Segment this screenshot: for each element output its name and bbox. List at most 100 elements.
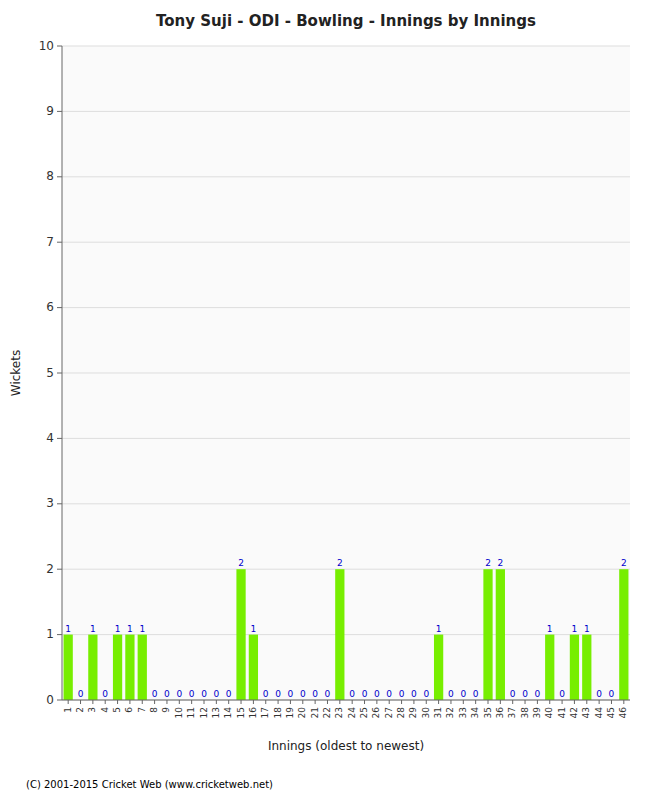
x-tick-label: 34 [470,707,480,719]
data-label: 0 [78,689,84,699]
data-label: 1 [115,624,121,634]
x-tick-label: 2 [75,707,85,713]
x-tick [228,700,229,704]
x-axis-line [62,700,630,701]
x-tick [562,700,563,704]
data-label: 2 [337,558,343,568]
data-label: 0 [288,689,294,699]
data-labels: 1010111000000021000000200000001000220001… [65,558,626,699]
y-tick-label: 8 [46,169,54,183]
data-label: 0 [325,689,331,699]
x-tick-label: 8 [149,707,159,713]
x-tick [401,700,402,704]
x-tick-label: 14 [223,707,233,719]
x-tick-label: 11 [186,707,196,718]
x-tick [611,700,612,704]
x-tick [438,700,439,704]
y-tick [57,176,62,177]
data-label: 0 [312,689,318,699]
x-tick-label: 33 [458,707,468,718]
y-tick [57,503,62,504]
x-tick-label: 44 [594,707,604,719]
y-tick-label: 6 [46,300,54,314]
data-label: 1 [90,624,96,634]
data-label: 0 [460,689,466,699]
x-tick [92,700,93,704]
y-tick [57,438,62,439]
data-label: 1 [572,624,578,634]
data-label: 0 [152,689,158,699]
plot-background [62,46,630,700]
data-label: 0 [275,689,281,699]
grid-line [62,503,630,504]
x-tick-label: 35 [483,707,493,718]
bar [113,635,122,700]
x-tick-label: 18 [273,707,283,719]
bar [434,635,443,700]
y-axis: 012345678910 [39,39,630,707]
bar [570,635,579,700]
x-tick [68,700,69,704]
title: Tony Suji - ODI - Bowling - Innings by I… [156,12,536,30]
data-label: 1 [127,624,133,634]
grid-line [62,569,630,570]
x-tick [450,700,451,704]
data-label: 0 [423,689,429,699]
data-label: 0 [535,689,541,699]
data-label: 0 [559,689,565,699]
data-label: 0 [374,689,380,699]
x-tick-label: 17 [260,707,270,718]
data-label: 0 [596,689,602,699]
x-tick [512,700,513,704]
y-axis-line [62,46,63,700]
x-tick-label: 5 [112,707,122,713]
x-tick-label: 46 [618,707,628,719]
data-label: 2 [485,558,491,568]
x-tick-label: 22 [322,707,332,718]
bar [483,569,492,700]
data-label: 0 [411,689,417,699]
x-tick [574,700,575,704]
x-tick-label: 39 [532,707,542,719]
x-tick [376,700,377,704]
data-label: 0 [164,689,170,699]
x-tick-label: 3 [87,707,97,713]
x-tick-label: 20 [297,707,307,719]
bar [582,635,591,700]
data-label: 1 [139,624,145,634]
x-tick [80,700,81,704]
x-tick [389,700,390,704]
y-tick-label: 4 [46,431,54,445]
y-tick-label: 10 [39,39,54,53]
data-label: 0 [102,689,108,699]
data-label: 0 [349,689,355,699]
y-axis-label: Wickets [9,350,23,396]
data-label: 0 [201,689,207,699]
x-tick [586,700,587,704]
x-tick-label: 30 [421,707,431,719]
x-tick [253,700,254,704]
x-tick [463,700,464,704]
x-tick-label: 42 [569,707,579,718]
chart-container: 0123456789101010111000000021000000200000… [0,0,650,800]
data-label: 0 [386,689,392,699]
data-label: 2 [497,558,503,568]
x-tick-label: 29 [408,707,418,719]
bars [64,569,629,700]
x-tick-label: 37 [507,707,517,718]
y-tick-label: 5 [46,366,54,380]
data-label: 0 [473,689,479,699]
x-tick-label: 12 [199,707,209,718]
x-tick-label: 1 [63,707,73,713]
x-tick [500,700,501,704]
x-tick-label: 41 [557,707,567,718]
chart: 0123456789101010111000000021000000200000… [0,0,650,800]
grid-line [62,242,630,243]
bar [249,635,258,700]
data-label: 1 [436,624,442,634]
grid-line [62,438,630,439]
x-tick [216,700,217,704]
x-tick-label: 26 [371,707,381,719]
x-tick-label: 31 [433,707,443,718]
y-tick-label: 2 [46,562,54,576]
